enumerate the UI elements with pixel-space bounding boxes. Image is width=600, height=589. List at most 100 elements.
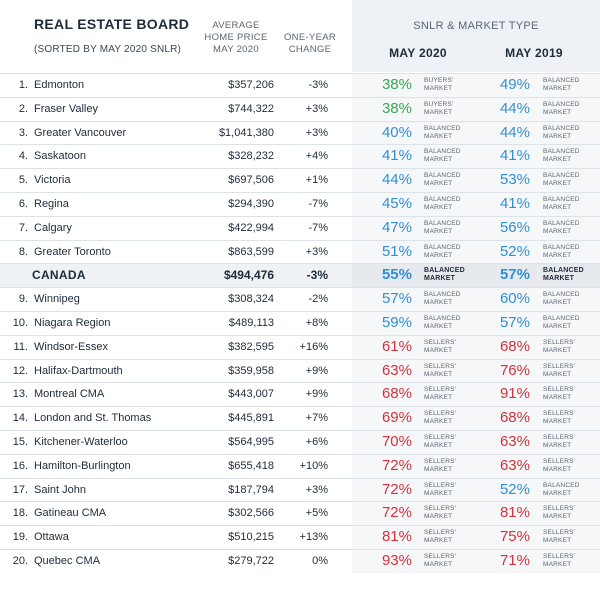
market-type-may-2019: SELLERS' MARKET	[543, 434, 593, 450]
average-price: $744,322	[228, 102, 274, 115]
snlr-may-2019: 76%	[499, 361, 530, 379]
one-year-change: +13%	[299, 531, 328, 544]
snlr-may-2020: 51%	[381, 242, 412, 260]
snlr-cell-background	[352, 192, 600, 216]
market-type-word: SELLERS'	[424, 457, 457, 465]
average-price: $697,506	[228, 174, 274, 187]
snlr-may-2020: 70%	[381, 432, 412, 450]
snlr-may-2020: 45%	[381, 194, 412, 212]
market-type-may-2020: BALANCED MARKET	[424, 220, 474, 236]
market-type-may-2020: SELLERS' MARKET	[424, 505, 474, 521]
avg-price-title-line1: AVERAGE	[212, 20, 260, 31]
board-name: Saint John	[34, 483, 86, 496]
market-type-suffix: MARKET	[543, 227, 572, 235]
board-name: Greater Toronto	[34, 245, 111, 258]
market-type-suffix: MARKET	[424, 322, 453, 330]
market-type-suffix: MARKET	[424, 299, 453, 307]
market-type-word: SELLERS'	[424, 505, 457, 513]
one-year-change: +10%	[299, 459, 328, 472]
row-rank: 6.	[18, 197, 28, 210]
market-type-word: BUYERS'	[424, 100, 454, 108]
table-row: 6. Regina $294,390 -7% 45% BALANCED MARKET 41% B…	[0, 191, 600, 216]
average-price: $445,891	[228, 412, 274, 425]
snlr-may-2019: 71%	[499, 551, 530, 569]
may-2020-column-title: MAY 2020	[389, 46, 447, 60]
market-type-may-2020: BALANCED MARKET	[424, 291, 474, 307]
market-type-suffix: MARKET	[543, 251, 572, 259]
one-year-change: -7%	[308, 221, 328, 234]
average-price: $328,232	[228, 150, 274, 163]
board-name: Greater Vancouver	[34, 126, 127, 139]
market-type-word: BALANCED	[543, 243, 580, 251]
snlr-cell-background	[352, 478, 600, 502]
market-type-word: BUYERS'	[424, 77, 454, 84]
market-type-word: BALANCED	[424, 291, 461, 299]
market-type-word: BALANCED	[543, 77, 580, 84]
market-type-may-2020: SELLERS' MARKET	[424, 553, 474, 569]
market-type-suffix: MARKET	[424, 441, 453, 449]
board-name: Gatineau CMA	[34, 507, 107, 520]
snlr-may-2020: 93%	[381, 551, 412, 569]
market-type-word: BALANCED	[424, 219, 461, 227]
market-type-suffix: MARKET	[424, 85, 453, 92]
market-type-suffix: MARKET	[543, 156, 572, 164]
board-name: Saskatoon	[34, 150, 86, 163]
market-type-word: BALANCED	[543, 219, 580, 227]
snlr-may-2019: 44%	[499, 99, 530, 117]
row-rank: 20.	[12, 554, 28, 567]
one-year-change: +1%	[305, 174, 328, 187]
market-type-may-2020: BALANCED MARKET	[424, 148, 474, 164]
market-type-suffix: MARKET	[424, 251, 453, 259]
board-name: Fraser Valley	[34, 102, 98, 115]
market-type-may-2019: SELLERS' MARKET	[543, 386, 593, 402]
market-type-word: BALANCED	[543, 481, 580, 489]
snlr-may-2019: 63%	[499, 432, 530, 450]
market-type-suffix: MARKET	[543, 441, 572, 449]
national-summary-row: CANADA $494,476 -3% 55% BALANCED MARKET 57% BAL…	[0, 263, 600, 288]
market-type-word: BALANCED	[424, 195, 461, 203]
average-price: $510,215	[228, 531, 274, 544]
snlr-may-2020: 38%	[381, 99, 412, 117]
board-name: Halifax-Dartmouth	[34, 364, 123, 377]
market-type-suffix: MARKET	[424, 537, 453, 545]
snlr-may-2019: 75%	[499, 528, 530, 546]
snlr-may-2019: 49%	[499, 76, 530, 93]
row-rank: 12.	[12, 364, 28, 377]
one-year-change: +9%	[305, 364, 328, 377]
snlr-may-2020: 57%	[381, 290, 412, 308]
market-type-may-2020: BALANCED MARKET	[424, 196, 474, 212]
market-type-word: BALANCED	[543, 148, 580, 156]
snlr-cell-background	[352, 526, 600, 549]
row-rank: 17.	[12, 483, 28, 496]
snlr-may-2020: 68%	[381, 385, 412, 403]
snlr-may-2019: 52%	[499, 480, 530, 498]
market-type-word: SELLERS'	[424, 481, 457, 489]
one-year-change: +9%	[305, 388, 328, 401]
market-type-may-2019: SELLERS' MARKET	[543, 339, 593, 355]
market-type-word: SELLERS'	[543, 338, 576, 346]
snlr-cell-background	[352, 97, 600, 121]
market-type-word: SELLERS'	[543, 457, 576, 465]
snlr-may-2019: 41%	[499, 194, 530, 212]
board-name: Victoria	[34, 174, 71, 187]
table-row: 15. Kitchener-Waterloo $564,995 +6% 70% SELLE…	[0, 429, 600, 454]
snlr-may-2020: 69%	[381, 409, 412, 427]
market-type-may-2020: SELLERS' MARKET	[424, 529, 474, 545]
table-header: REAL ESTATE BOARD (SORTED BY MAY 2020 SN…	[0, 0, 600, 72]
snlr-may-2019: 57%	[499, 266, 530, 284]
market-type-may-2019: BALANCED MARKET	[543, 125, 593, 141]
snlr-may-2020: 38%	[381, 76, 412, 93]
change-title-line1: ONE-YEAR	[283, 32, 337, 43]
snlr-may-2020: 61%	[381, 337, 412, 355]
market-type-word: SELLERS'	[543, 362, 576, 370]
market-type-suffix: MARKET	[543, 132, 572, 140]
market-type-may-2020: SELLERS' MARKET	[424, 458, 474, 474]
market-type-may-2019: BALANCED MARKET	[543, 148, 593, 164]
market-type-may-2019: BALANCED MARKET	[543, 267, 593, 283]
average-price: $1,041,380	[218, 126, 274, 139]
row-rank: 4.	[18, 150, 28, 163]
table-row: 11. Windsor-Essex $382,595 +16% 61% SELLERS' M…	[0, 334, 600, 359]
snlr-cell-background	[352, 430, 600, 454]
market-type-suffix: MARKET	[424, 346, 453, 354]
market-type-may-2020: SELLERS' MARKET	[424, 339, 474, 355]
